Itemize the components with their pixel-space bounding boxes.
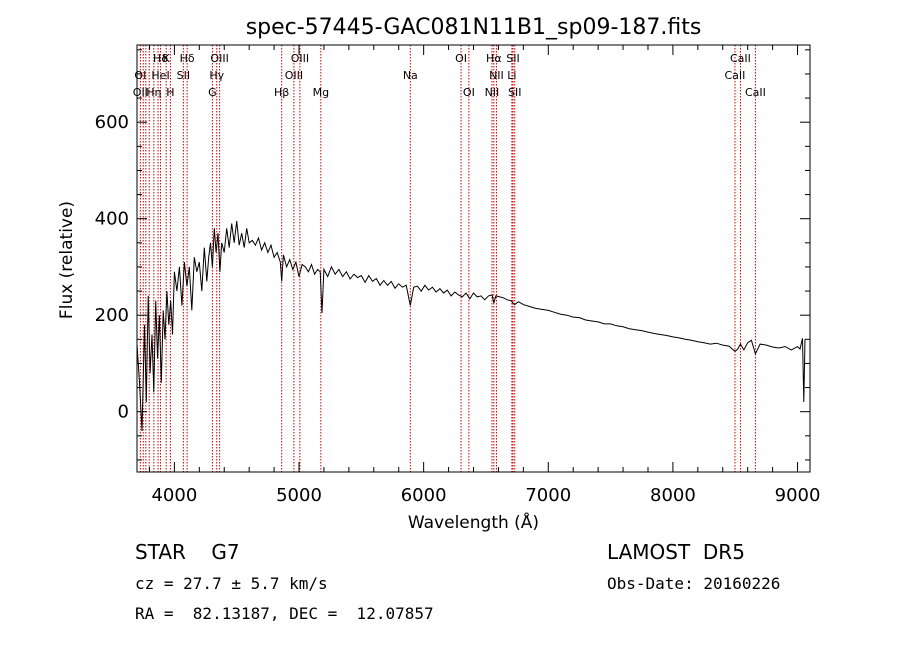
spectral-line-label: OIII [285, 69, 303, 82]
y-axis-label: Flux (relative) [57, 201, 77, 319]
spectral-line-label: OIII [210, 52, 228, 65]
spectrum-line [136, 221, 806, 432]
x-axis-label: Wavelength (Å) [408, 511, 539, 533]
redshift-velocity: cz = 27.7 ± 5.7 km/s [135, 574, 328, 593]
spectral-line-label: Hδ [153, 52, 168, 65]
y-tick-label: 400 [95, 209, 129, 230]
spectral-line-label: Li [507, 69, 516, 82]
y-tick-label: 200 [95, 305, 129, 326]
spectral-line-label: Hδ [180, 52, 195, 65]
spectral-line-label: HeI [151, 69, 169, 82]
spectral-line-label: H [166, 86, 174, 99]
coordinates: RA = 82.13187, DEC = 12.07857 [135, 604, 434, 623]
spectral-line-label: OI [455, 52, 467, 65]
x-tick-label: 8000 [650, 485, 696, 506]
spectral-line-label: CaII [730, 52, 751, 65]
observation-date: Obs-Date: 20160226 [607, 574, 781, 593]
x-tick-label: 9000 [775, 485, 821, 506]
survey-name: LAMOST DR5 [607, 540, 745, 564]
spectral-line-label: CaII [725, 69, 746, 82]
object-class: STAR G7 [135, 540, 240, 564]
spectral-line-label: OII [133, 86, 148, 99]
x-tick-label: 7000 [525, 485, 571, 506]
spectral-line-label: NII [489, 69, 504, 82]
y-tick-label: 600 [95, 112, 129, 133]
plot-frame [136, 44, 811, 473]
spectral-line-label: NII [485, 86, 500, 99]
spectral-line-label: SII [177, 69, 190, 82]
chart-title: spec-57445-GAC081N11B1_sp09-187.fits [246, 15, 702, 40]
spectral-line-label: Hγ [209, 69, 224, 82]
spectral-line-label: G [208, 86, 217, 99]
spectral-line-label: OIII [291, 52, 309, 65]
spectral-line-label: OI [463, 86, 475, 99]
y-tick-label: 0 [118, 402, 129, 423]
spectral-line-label: Na [403, 69, 418, 82]
spectral-line-label: SII [508, 86, 521, 99]
spectral-line-label: Hα [486, 52, 502, 65]
x-tick-label: 4000 [151, 485, 197, 506]
spectral-line-label: SII [506, 52, 519, 65]
spectral-line-label: K [163, 52, 171, 65]
spectral-line-label: Mg [313, 86, 329, 99]
spectral-line-label: Hη [146, 86, 161, 99]
spectral-line-label: OI [134, 69, 146, 82]
spectral-line-label: CaII [745, 86, 766, 99]
x-tick-label: 5000 [276, 485, 322, 506]
x-tick-label: 6000 [401, 485, 447, 506]
spectral-line-label: Hβ [274, 86, 289, 99]
